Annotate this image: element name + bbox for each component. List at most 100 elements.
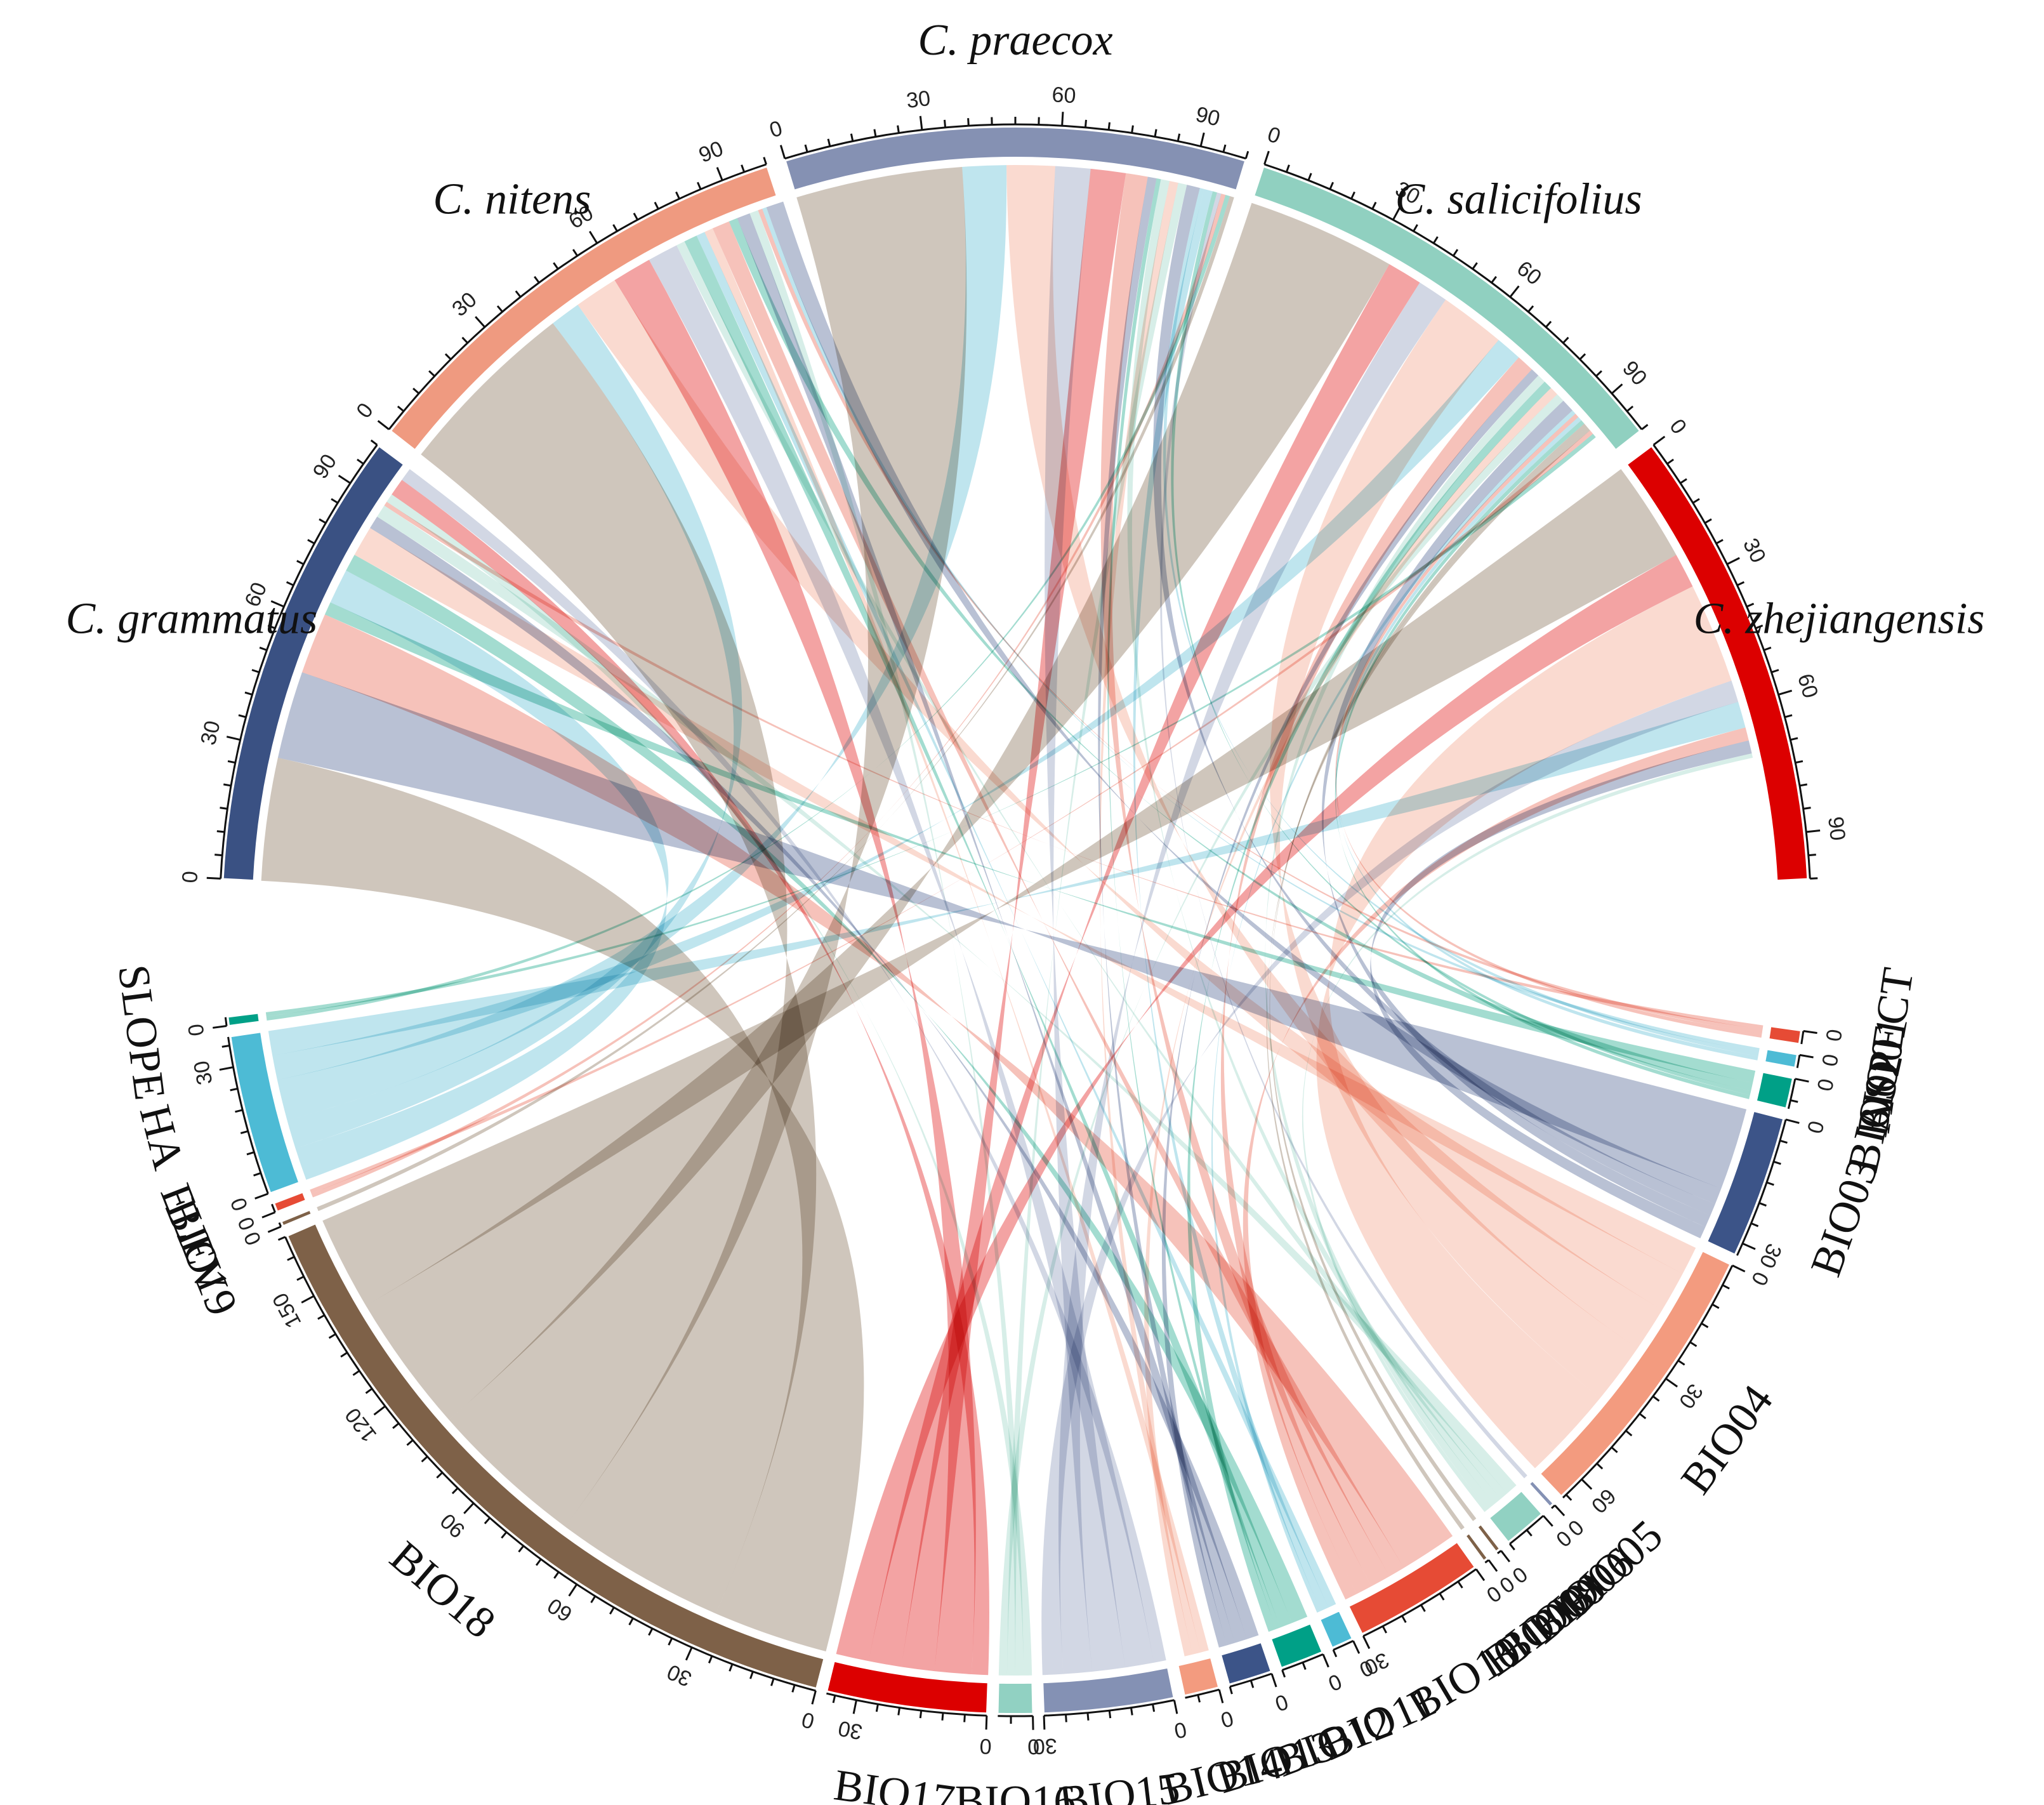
tick-mark [1131, 125, 1134, 133]
sector-praecox [784, 126, 1246, 191]
tick-label: 30 [1674, 1379, 1708, 1413]
tick-mark [1222, 144, 1227, 153]
tick-mark [261, 1211, 276, 1219]
tick-mark [1381, 1625, 1387, 1634]
tick-mark [412, 387, 420, 395]
tick-mark [1420, 1604, 1426, 1612]
sector-label-HA: HA [129, 1101, 193, 1175]
axis-BIO17 [826, 1692, 987, 1717]
tick-mark [804, 144, 808, 153]
tick-mark [451, 1487, 459, 1495]
tick-mark [1638, 1413, 1647, 1420]
tick-mark [1322, 1653, 1329, 1668]
tick-mark [1790, 1099, 1798, 1103]
ribbon-nitens-BIO11 [696, 232, 1336, 1608]
tick-label: 0 [979, 1734, 992, 1759]
tick-mark [1726, 557, 1740, 565]
tick-mark [296, 560, 305, 565]
tick-mark [377, 420, 390, 430]
tick-mark [307, 539, 315, 545]
axis-BIO01 [1796, 1055, 1801, 1068]
sector-BIO11 [1319, 1610, 1354, 1649]
ribbon-layer [261, 165, 1764, 1676]
axis-BIO19 [278, 1222, 282, 1227]
tick-mark [1244, 150, 1249, 159]
tick-label: 60 [543, 1593, 577, 1627]
tick-mark [1350, 191, 1355, 199]
tick-label: 0 [1665, 414, 1691, 439]
sector-ASPECT [1768, 1026, 1802, 1045]
tick-mark [1799, 1054, 1814, 1059]
sector-BIO18 [286, 1222, 825, 1689]
tick-mark [230, 1087, 238, 1092]
tick-label: 90 [308, 450, 342, 483]
ribbon-praecox-BIO10 [1100, 173, 1390, 1587]
tick-mark [1810, 877, 1818, 880]
tick-mark [331, 498, 339, 504]
tick-label: 0 [352, 399, 378, 423]
tick-mark [1452, 249, 1459, 256]
tick-mark [259, 646, 267, 651]
tick-label: 0 [1812, 1076, 1838, 1093]
tick-label: 0 [767, 116, 785, 143]
tick-mark [1500, 1550, 1511, 1563]
tick-mark [1197, 1695, 1201, 1703]
tick-mark [1773, 1160, 1781, 1165]
sector-BIO15 [1042, 1667, 1175, 1714]
axis-ASPECT [1800, 1031, 1805, 1045]
tick-mark [1806, 829, 1821, 833]
tick-mark [791, 1684, 796, 1693]
tick-mark [568, 1584, 578, 1597]
tick-mark [919, 116, 923, 130]
axis-HA [227, 1036, 269, 1194]
tick-mark [535, 1558, 542, 1566]
tick-mark [1565, 1494, 1573, 1501]
tick-mark [1199, 132, 1205, 147]
tick-mark [226, 736, 241, 741]
tick-mark [633, 213, 638, 221]
ribbon-grammatus-BIO10 [301, 614, 1453, 1568]
tick-mark [1778, 689, 1793, 696]
axis-BIO18 [284, 1236, 816, 1692]
tick-mark [1764, 646, 1772, 651]
tick-label: 0 [1027, 1734, 1040, 1758]
sector-BIO08 [1477, 1523, 1501, 1552]
tick-mark [770, 1678, 775, 1686]
tick-mark [588, 230, 598, 244]
tick-mark [1779, 1139, 1788, 1144]
axis-grammatus [220, 444, 378, 879]
tick-mark [763, 157, 767, 165]
tick-mark [1542, 1515, 1553, 1527]
tick-mark [1595, 370, 1602, 377]
tick-mark [1545, 321, 1552, 328]
axis-BIO04 [1562, 1265, 1734, 1498]
tick-mark [1692, 498, 1700, 504]
tick-mark [1108, 1710, 1112, 1719]
tick-mark [1472, 262, 1478, 270]
axis-salicifolius [1264, 163, 1643, 430]
tick-mark [1457, 1581, 1463, 1589]
tick-label: 30 [664, 1660, 696, 1691]
sector-BIO03 [1706, 1110, 1784, 1255]
sector-HA [230, 1031, 300, 1194]
tick-mark [609, 1606, 615, 1615]
tick-mark [1711, 1303, 1720, 1309]
tick-mark [213, 1025, 227, 1029]
tick-mark [219, 1066, 234, 1071]
tick-mark [1803, 1030, 1817, 1035]
sector-label-salicifolius: C. salicifolius [1395, 175, 1642, 224]
tick-mark [221, 1045, 230, 1048]
tick-label: 30 [196, 718, 225, 747]
tick-mark [1270, 1673, 1277, 1688]
tick-mark [1689, 1341, 1698, 1347]
ribbon-nitens-BIO18 [421, 323, 817, 1614]
tick-label: 0 [1817, 1052, 1843, 1068]
tick-mark [897, 1707, 900, 1716]
tick-mark [534, 275, 540, 284]
tick-mark [741, 164, 746, 173]
tick-mark [370, 439, 378, 446]
tick-mark [832, 1695, 836, 1703]
tick-mark [590, 1596, 597, 1603]
tick-mark [253, 1172, 261, 1177]
